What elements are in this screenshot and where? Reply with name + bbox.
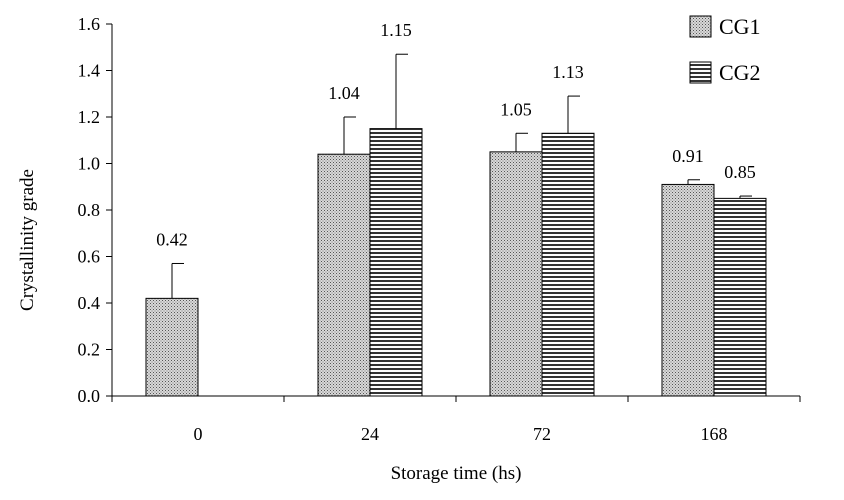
y-axis-label: Crystallinity grade (17, 169, 38, 311)
y-tick-label: 1.2 (78, 107, 101, 127)
bar-cg1-168 (661, 183, 715, 397)
y-tick-label: 1.4 (78, 61, 101, 81)
legend-swatch-cg2 (689, 61, 712, 84)
y-tick-label: 0.2 (78, 340, 101, 360)
data-label: 0.91 (672, 146, 704, 166)
y-tick-label: 0.0 (78, 386, 101, 406)
y-tick-label: 1.0 (78, 154, 101, 174)
x-tick-label: 168 (701, 424, 728, 444)
x-tick-label: 72 (533, 424, 551, 444)
y-axis: 0.0 0.2 0.4 0.6 0.8 1.0 1.2 1.4 1.6 (78, 14, 113, 406)
legend-label-cg1: CG1 (719, 14, 761, 39)
data-label: 0.42 (156, 229, 188, 249)
data-label: 1.05 (500, 99, 532, 119)
x-tick-label: 0 (194, 424, 203, 444)
y-tick-label: 0.6 (78, 247, 101, 267)
legend-label-cg2: CG2 (719, 60, 761, 85)
legend: CG1 CG2 (689, 14, 761, 85)
x-tick-label: 24 (361, 424, 379, 444)
bar-cg1-0 (145, 297, 199, 397)
bars-layer (145, 53, 767, 397)
data-label: 1.15 (380, 20, 412, 40)
data-label: 0.85 (724, 162, 756, 182)
bar-cg2-72 (541, 132, 595, 397)
data-labels-layer: 0.42 1.04 1.05 0.91 1.15 1.13 0.85 (156, 20, 756, 249)
y-tick-label: 1.6 (78, 14, 101, 34)
y-tick-label: 0.4 (78, 293, 101, 313)
bar-cg2-24 (369, 128, 423, 397)
x-axis-label: Storage time (hs) (391, 463, 522, 484)
legend-swatch-cg1 (689, 15, 712, 38)
bar-cg1-24 (317, 153, 371, 397)
data-label: 1.13 (552, 62, 584, 82)
bar-cg2-168 (713, 197, 767, 397)
data-label: 1.04 (328, 83, 360, 103)
bar-cg1-72 (489, 151, 543, 397)
y-tick-label: 0.8 (78, 200, 101, 220)
x-axis: 0 24 72 168 (111, 395, 801, 444)
